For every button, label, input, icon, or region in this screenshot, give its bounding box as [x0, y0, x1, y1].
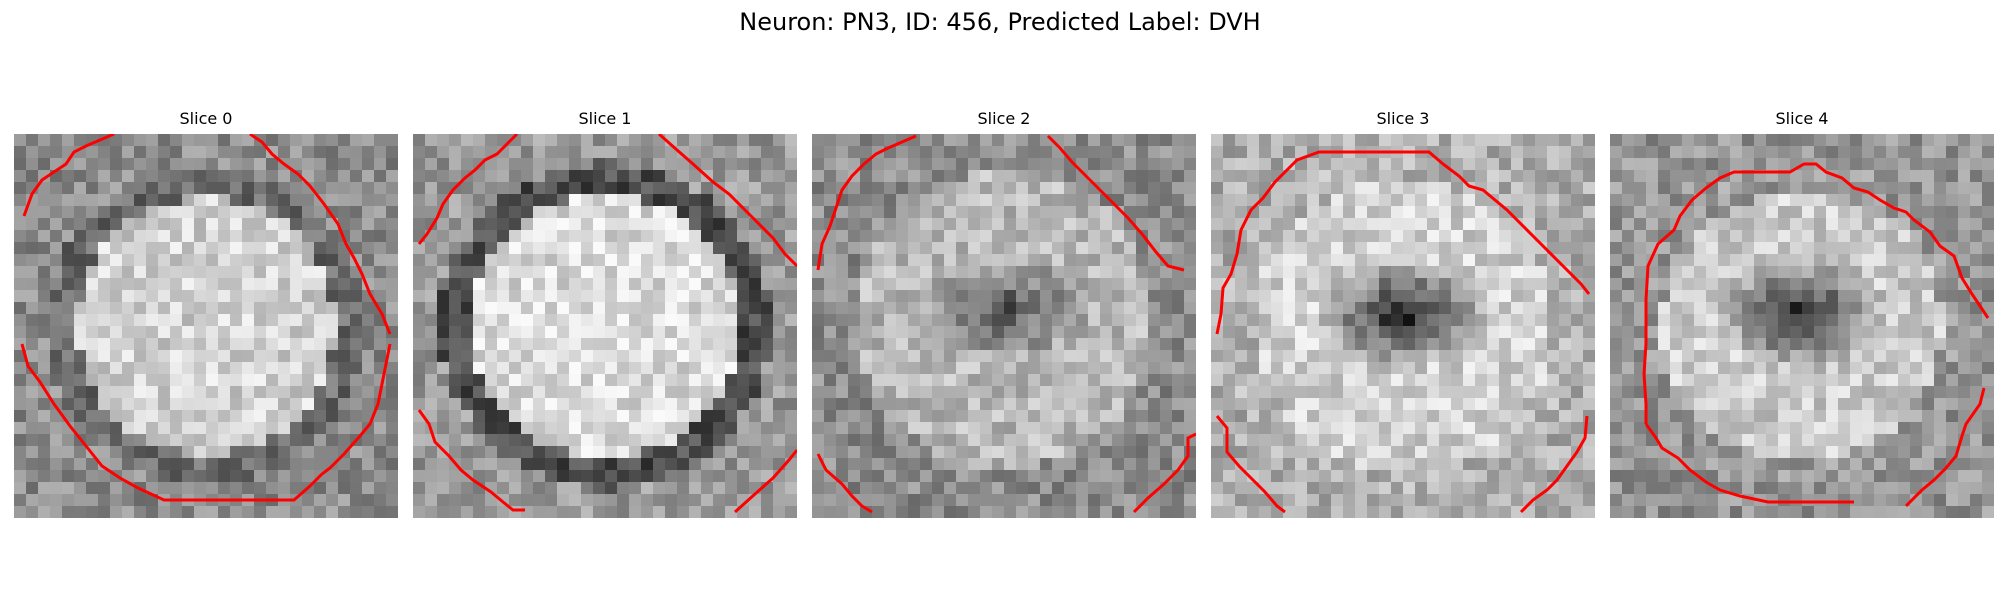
- slice-title: Slice 3: [1211, 108, 1595, 130]
- slice-panel-4: Slice 4: [1610, 108, 1994, 518]
- slice-image-4: [1610, 134, 1994, 518]
- slice-title: Slice 1: [413, 108, 797, 130]
- slice-pixels: [413, 134, 797, 518]
- slice-image-2: [812, 134, 1196, 518]
- slice-image-3: [1211, 134, 1595, 518]
- slice-panel-0: Slice 0: [14, 108, 398, 518]
- slice-pixels: [1610, 134, 1994, 518]
- slice-pixels: [812, 134, 1196, 518]
- slice-image-0: [14, 134, 398, 518]
- figure-title: Neuron: PN3, ID: 456, Predicted Label: D…: [0, 8, 2000, 36]
- slice-title: Slice 4: [1610, 108, 1994, 130]
- slice-panel-2: Slice 2: [812, 108, 1196, 518]
- slice-panel-3: Slice 3: [1211, 108, 1595, 518]
- slice-title: Slice 2: [812, 108, 1196, 130]
- slice-pixels: [14, 134, 398, 518]
- slice-title: Slice 0: [14, 108, 398, 130]
- slice-panel-1: Slice 1: [413, 108, 797, 518]
- slice-image-1: [413, 134, 797, 518]
